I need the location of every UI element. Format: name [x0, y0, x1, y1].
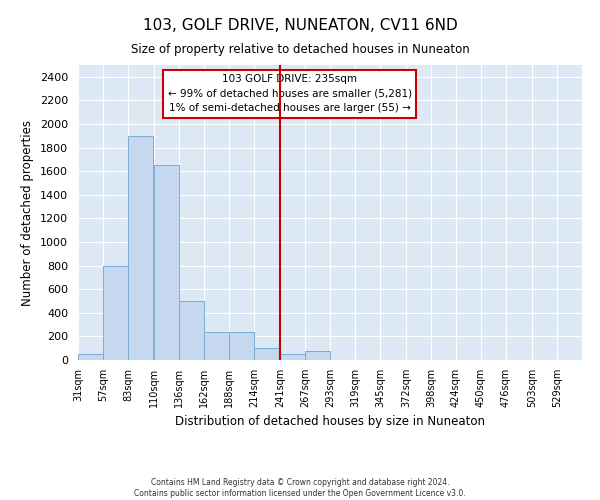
Bar	[179, 301, 204, 360]
Text: 103 GOLF DRIVE: 235sqm
← 99% of detached houses are smaller (5,281)
1% of semi-d: 103 GOLF DRIVE: 235sqm ← 99% of detached…	[167, 74, 412, 114]
Text: Size of property relative to detached houses in Nuneaton: Size of property relative to detached ho…	[131, 42, 469, 56]
Y-axis label: Number of detached properties: Number of detached properties	[22, 120, 34, 306]
Bar	[204, 332, 229, 360]
Bar	[305, 350, 330, 360]
Bar	[103, 266, 128, 360]
X-axis label: Distribution of detached houses by size in Nuneaton: Distribution of detached houses by size …	[175, 416, 485, 428]
Bar	[229, 332, 254, 360]
Bar	[154, 166, 179, 360]
Text: 103, GOLF DRIVE, NUNEATON, CV11 6ND: 103, GOLF DRIVE, NUNEATON, CV11 6ND	[143, 18, 457, 32]
Bar	[78, 354, 103, 360]
Bar	[128, 136, 153, 360]
Text: Contains HM Land Registry data © Crown copyright and database right 2024.
Contai: Contains HM Land Registry data © Crown c…	[134, 478, 466, 498]
Bar	[254, 348, 279, 360]
Bar	[280, 354, 305, 360]
